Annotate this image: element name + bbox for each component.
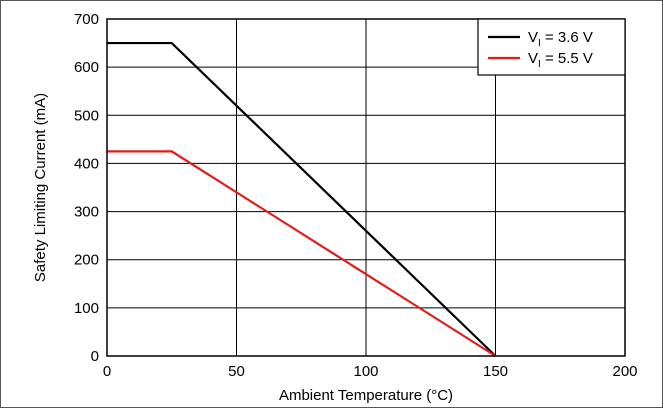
x-tick-label: 150 bbox=[483, 363, 508, 380]
y-tick-label: 500 bbox=[74, 107, 99, 124]
legend: VI = 3.6 VVI = 5.5 V bbox=[478, 19, 625, 75]
y-axis-label: Safety Limiting Current (mA) bbox=[32, 93, 49, 282]
y-tick-label: 100 bbox=[74, 300, 99, 317]
y-tick-label: 700 bbox=[74, 11, 99, 28]
y-tick-label: 400 bbox=[74, 155, 99, 172]
x-tick-label: 50 bbox=[228, 363, 245, 380]
y-tick-label: 0 bbox=[91, 348, 99, 365]
x-axis-label: Ambient Temperature (°C) bbox=[279, 387, 453, 404]
y-tick-label: 600 bbox=[74, 59, 99, 76]
x-tick-label: 200 bbox=[612, 363, 637, 380]
y-tick-label: 300 bbox=[74, 204, 99, 221]
x-tick-label: 100 bbox=[353, 363, 378, 380]
x-tick-label: 0 bbox=[103, 363, 111, 380]
y-tick-label: 200 bbox=[74, 252, 99, 269]
